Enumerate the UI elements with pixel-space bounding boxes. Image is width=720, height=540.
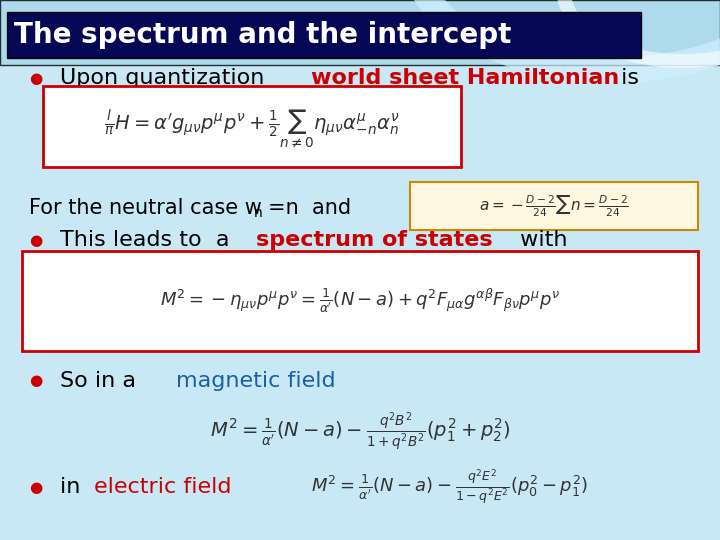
- Text: $M^2 = \frac{1}{\alpha^{\prime}}(N-a) - \frac{q^2E^2}{1-q^2E^2}(p_0^2-p_1^2)$: $M^2 = \frac{1}{\alpha^{\prime}}(N-a) - …: [312, 467, 588, 507]
- Text: ●: ●: [29, 71, 42, 86]
- Text: in: in: [60, 477, 87, 497]
- Text: ●: ●: [29, 233, 42, 248]
- Text: spectrum of states: spectrum of states: [256, 230, 492, 251]
- Text: =n  and: =n and: [268, 198, 351, 218]
- Text: with: with: [513, 230, 567, 251]
- Text: For the neutral case w: For the neutral case w: [29, 198, 261, 218]
- Text: magnetic field: magnetic field: [176, 370, 336, 391]
- Text: $a = -\frac{D-2}{24}\sum n = \frac{D-2}{24}$: $a = -\frac{D-2}{24}\sum n = \frac{D-2}{…: [480, 193, 629, 219]
- FancyBboxPatch shape: [43, 86, 461, 167]
- Text: $M^2 = -\eta_{\mu\nu}p^{\mu}p^{\nu} = \frac{1}{\alpha^{\prime}}(N-a) + q^2 F_{\m: $M^2 = -\eta_{\mu\nu}p^{\mu}p^{\nu} = \f…: [160, 286, 560, 315]
- Text: The spectrum and the intercept: The spectrum and the intercept: [14, 21, 512, 49]
- Text: This leads to  a: This leads to a: [60, 230, 236, 251]
- Text: electric field: electric field: [94, 477, 231, 497]
- Text: $M^2 = \frac{1}{\alpha^{\prime}}(N-a) - \frac{q^2B^2}{1+q^2B^2}(p_1^2+p_2^2)$: $M^2 = \frac{1}{\alpha^{\prime}}(N-a) - …: [210, 410, 510, 454]
- Text: ●: ●: [29, 373, 42, 388]
- Text: Upon quantization: Upon quantization: [60, 68, 279, 89]
- FancyBboxPatch shape: [0, 0, 720, 65]
- FancyBboxPatch shape: [7, 12, 641, 58]
- Text: n: n: [253, 206, 262, 220]
- Text: ●: ●: [29, 480, 42, 495]
- Text: is: is: [614, 68, 639, 89]
- FancyBboxPatch shape: [22, 251, 698, 351]
- Text: $\frac{l}{\pi}H = \alpha^{\prime} g_{\mu\nu}p^{\mu}p^{\nu} + \frac{1}{2}\sum_{n\: $\frac{l}{\pi}H = \alpha^{\prime} g_{\mu…: [104, 107, 400, 150]
- FancyBboxPatch shape: [410, 182, 698, 230]
- Text: So in a: So in a: [60, 370, 143, 391]
- Text: world sheet Hamiltonian: world sheet Hamiltonian: [311, 68, 619, 89]
